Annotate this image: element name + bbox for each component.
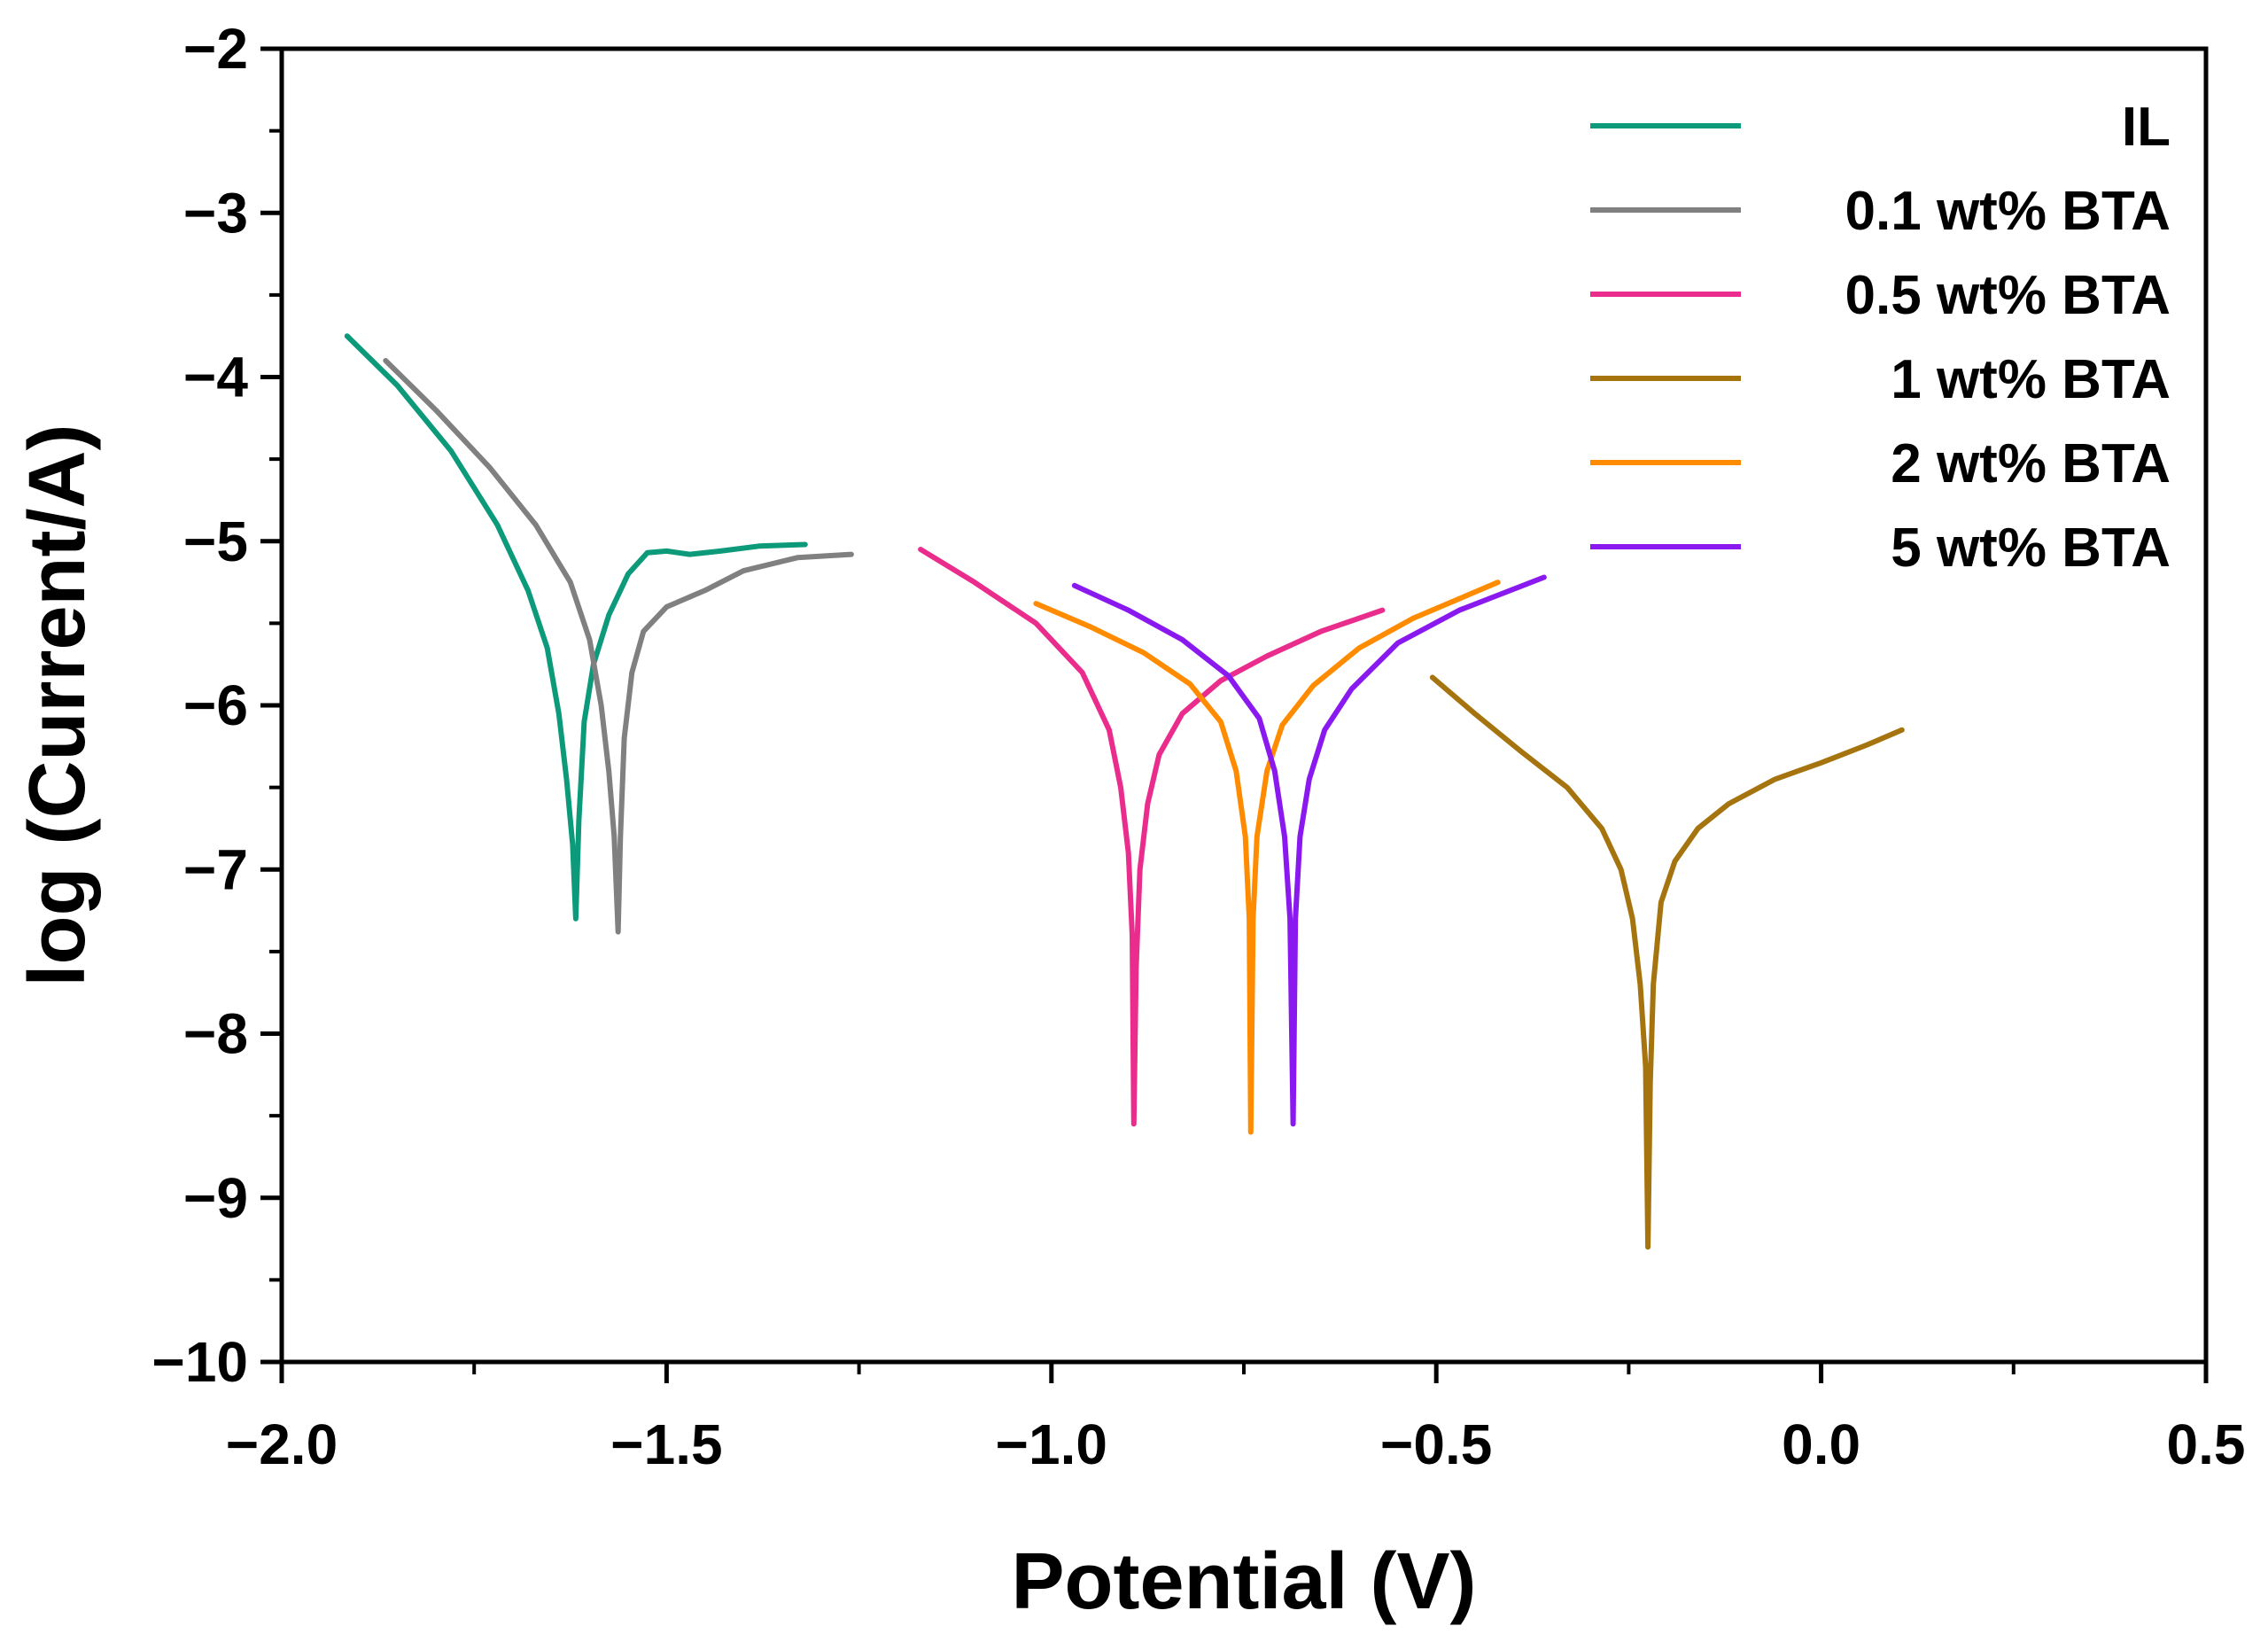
series-line-0-5-wt-bta [918,547,1386,1127]
series-line-2-wt-bta [1033,580,1501,1135]
y-tick-label: −3 [183,181,248,245]
series-line-1-wt-bta [1429,674,1905,1250]
x-tick-label: −1.5 [610,1412,722,1476]
x-tick-label: −2.0 [226,1412,338,1476]
y-tick-label: −5 [183,510,248,573]
legend-label: 2 wt% BTA [1891,433,2171,494]
x-tick-label: −1.0 [996,1412,1107,1476]
series-line-0-1-wt-bta [383,358,854,935]
plot-frame [279,46,2209,1365]
y-tick-label: −8 [183,1002,248,1066]
y-tick-label: −7 [183,837,248,901]
series-line-il [344,333,808,922]
legend-label: 0.5 wt% BTA [1845,265,2171,326]
series-line-5-wt-bta [1071,574,1547,1127]
x-axis-title: Potential (V) [1011,1537,1476,1626]
legend-label: 5 wt% BTA [1891,517,2171,579]
ticks-layer [260,46,2209,1383]
x-tick-label: 0.5 [2167,1412,2246,1476]
y-tick-label: −6 [183,673,248,737]
tick-labels-layer: −2.0 −1.5 −1.0 −0.5 0.0 0.5 −2 −3 −4 −5 −6 −7 −8 −9 −1… [151,17,2245,1476]
legend-label: IL [2122,97,2171,158]
y-tick-label: −10 [151,1330,248,1394]
y-tick-label: −9 [183,1166,248,1230]
x-tick-label: −0.5 [1380,1412,1492,1476]
x-tick-label: 0.0 [1782,1412,1860,1476]
legend-label: 1 wt% BTA [1891,349,2171,410]
y-tick-label: −2 [183,17,248,81]
series-layer [344,333,1905,1250]
legend: IL 0.1 wt% BTA 0.5 wt% BTA 1 wt% BTA 2 wt% B… [1590,97,2171,579]
legend-label: 0.1 wt% BTA [1845,181,2171,242]
y-tick-label: −4 [183,346,248,409]
y-axis-title: log (Current/A) [13,424,102,987]
